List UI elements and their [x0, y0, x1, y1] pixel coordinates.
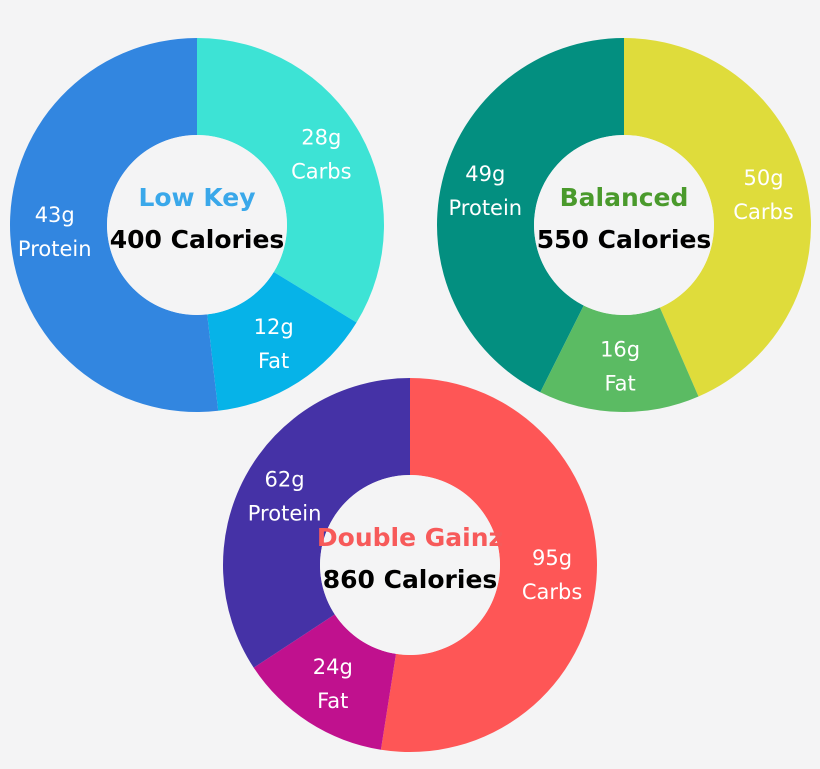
value-label: 95g [532, 546, 572, 570]
category-label: Carbs [291, 159, 351, 183]
donut-subtitle: 860 Calories [323, 565, 498, 594]
donut-hole [107, 135, 287, 315]
donut-segment [197, 38, 385, 323]
donut-segment [207, 271, 357, 411]
category-label: Fat [317, 689, 348, 713]
value-label: 24g [313, 655, 353, 679]
category-label: Fat [258, 349, 289, 373]
category-label: Protein [449, 196, 523, 220]
category-label: Carbs [522, 580, 582, 604]
donut-segment [9, 38, 219, 413]
donut-title: Balanced [560, 183, 689, 212]
donut-segment [437, 38, 624, 393]
donut-title: Double Gainz [317, 523, 503, 552]
donut-hole [320, 475, 500, 655]
value-label: 12g [254, 315, 294, 339]
category-label: Carbs [733, 200, 793, 224]
category-label: Protein [248, 501, 322, 525]
donut-hole [534, 135, 714, 315]
value-label: 49g [465, 162, 505, 186]
donut-segment [540, 305, 699, 412]
value-label: 50g [743, 166, 783, 190]
value-label: 28g [301, 125, 341, 149]
category-label: Protein [18, 237, 92, 261]
donut-subtitle: 400 Calories [110, 225, 285, 254]
value-label: 43g [35, 203, 75, 227]
donut-segment [253, 614, 396, 750]
donut-title: Low Key [138, 183, 255, 212]
donut-subtitle: 550 Calories [537, 225, 712, 254]
value-label: 62g [265, 467, 305, 491]
category-label: Fat [604, 371, 635, 395]
value-label: 16g [600, 337, 640, 361]
donut-segment [380, 378, 598, 752]
donut-segment [624, 38, 812, 397]
donut-segment [223, 378, 410, 668]
